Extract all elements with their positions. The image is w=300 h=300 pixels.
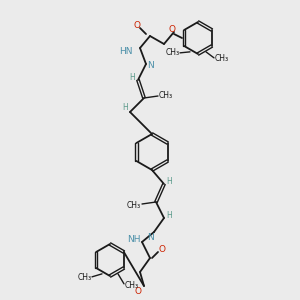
Text: CH₃: CH₃ [127,200,141,209]
Text: N: N [148,232,154,242]
Text: O: O [169,26,176,34]
Text: O: O [134,20,140,29]
Text: CH₃: CH₃ [78,273,92,282]
Text: H: H [129,74,135,82]
Text: N: N [148,61,154,70]
Text: O: O [158,244,166,253]
Text: CH₃: CH₃ [159,92,173,100]
Text: H: H [166,178,172,187]
Text: H: H [166,212,172,220]
Text: CH₃: CH₃ [166,48,180,57]
Text: H: H [122,103,128,112]
Text: CH₃: CH₃ [125,281,139,290]
Text: HN: HN [119,46,133,56]
Text: NH: NH [127,236,141,244]
Text: O: O [134,286,142,296]
Text: CH₃: CH₃ [215,54,229,63]
